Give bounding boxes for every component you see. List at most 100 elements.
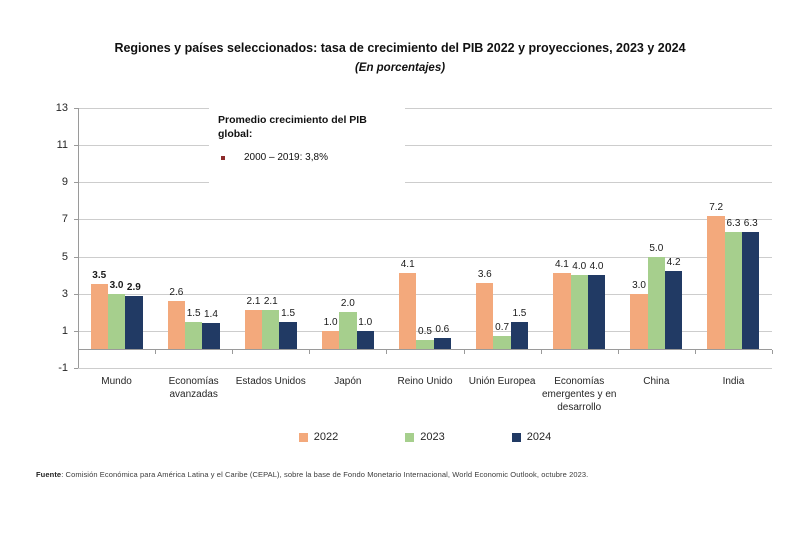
bar-value-label: 1.5 — [186, 307, 201, 319]
gridline-y1 — [78, 330, 772, 332]
y-axis-tick — [74, 145, 78, 147]
y-axis-label: 5 — [61, 250, 68, 263]
legend-label: 2024 — [526, 431, 552, 443]
x-axis-category-label: China — [643, 376, 670, 387]
bar-value-label: 2.6 — [169, 287, 184, 299]
y-axis-tick — [74, 330, 78, 332]
bar-value-label: 7.2 — [709, 201, 724, 213]
bar-2024-6 — [587, 275, 606, 350]
gridline-y11 — [78, 145, 772, 147]
bar-value-label: 2.0 — [340, 298, 355, 310]
y-axis-label: 13 — [55, 102, 68, 114]
x-axis-tick — [540, 350, 542, 355]
legend-swatch-icon — [511, 432, 521, 442]
bar-2024-1 — [202, 323, 220, 350]
y-axis-label: 1 — [61, 324, 68, 337]
bar-2023-6 — [570, 275, 588, 350]
bar-value-label: 2.9 — [126, 281, 141, 293]
y-axis-label: 11 — [56, 139, 68, 152]
bar-2022-4 — [399, 273, 417, 350]
y-axis-tick — [74, 182, 78, 184]
bar-2022-5 — [476, 282, 494, 350]
legend-swatch-icon — [298, 432, 308, 442]
bar-value-label: 2.1 — [246, 296, 261, 308]
bar-2022-7 — [630, 293, 648, 350]
bar-value-label: 1.5 — [512, 307, 527, 319]
bar-2024-3 — [356, 330, 374, 350]
x-axis-category-label: Estados Unidos — [235, 376, 306, 387]
x-axis-category-label: Economías emergentes y en desarrollo — [541, 376, 617, 413]
bar-value-label: 3.6 — [477, 268, 492, 280]
gridline-y3 — [78, 293, 772, 295]
gridline-y5 — [78, 256, 772, 258]
bar-value-label: 5.0 — [649, 242, 664, 254]
y-axis-line — [78, 108, 79, 368]
x-axis-tick — [155, 350, 157, 355]
bar-2023-5 — [493, 336, 511, 350]
bar-value-label: 3.0 — [632, 279, 646, 291]
x-axis-category-label: India — [722, 376, 745, 387]
bar-2024-8 — [742, 232, 760, 350]
bar-value-label: 4.1 — [400, 259, 415, 271]
legend-item-2023: 2023 — [405, 431, 445, 443]
chart-legend: 2022 2023 2024 — [78, 431, 772, 443]
annotation-bullet-text: 2000 – 2019: 3,8% — [244, 152, 328, 164]
bar-value-label: 6.3 — [743, 218, 758, 230]
bar-2023-3 — [339, 312, 357, 350]
bar-2023-4 — [416, 340, 434, 350]
y-axis-label: 9 — [61, 176, 68, 189]
annotation-bullet-row: 2000 – 2019: 3,8% — [218, 152, 397, 163]
bar-value-label: 4.0 — [572, 261, 587, 273]
bar-2023-0 — [107, 293, 126, 350]
x-axis-tick — [309, 350, 311, 355]
bar-2022-0 — [90, 284, 108, 350]
bar-value-label: 4.1 — [554, 259, 569, 271]
chart-title: Regiones y países seleccionados: tasa de… — [114, 41, 686, 55]
legend-label: 2022 — [313, 431, 339, 443]
y-axis-label: 3 — [61, 287, 68, 300]
y-axis-tick — [74, 108, 78, 109]
bar-2024-0 — [125, 295, 143, 350]
bar-value-label: 0.5 — [418, 326, 432, 338]
x-axis-category-label: Reino Unido — [397, 376, 453, 387]
x-axis-category-label: Economías avanzadas — [168, 376, 219, 400]
annotation-box: Promedio crecimiento del PIB global: 200… — [209, 108, 405, 194]
bar-value-label: 1.5 — [281, 307, 296, 319]
x-axis-tick — [463, 350, 465, 355]
bar-2023-8 — [724, 232, 743, 350]
x-axis-category-label: Japón — [334, 376, 362, 387]
bar-value-label: 0.6 — [435, 324, 450, 336]
bullet-square-icon — [221, 155, 225, 160]
bar-2022-3 — [321, 330, 340, 350]
annotation-title: Promedio crecimiento del PIB global: — [218, 114, 367, 141]
bar-2024-5 — [510, 321, 529, 350]
x-axis-tick — [694, 350, 696, 355]
x-axis-tick — [386, 350, 388, 355]
bar-value-label: 6.3 — [726, 218, 741, 230]
bar-2022-1 — [167, 301, 185, 350]
bar-2024-2 — [279, 321, 297, 350]
y-axis-label: -1 — [58, 362, 68, 374]
x-axis-category-label: Unión Europea — [468, 376, 536, 387]
gridline-y9 — [78, 182, 772, 184]
bar-2022-2 — [244, 310, 263, 350]
bar-value-label: 0.7 — [495, 322, 510, 334]
bar-2023-1 — [185, 321, 203, 350]
bar-2022-6 — [553, 273, 571, 350]
y-axis-tick — [74, 293, 78, 295]
bar-value-label: 3.0 — [109, 279, 124, 291]
y-axis-tick — [74, 368, 78, 369]
bar-value-label: 1.0 — [323, 316, 338, 328]
y-axis-tick — [74, 219, 78, 221]
x-axis-category-label: Mundo — [101, 376, 132, 387]
bar-2024-7 — [664, 271, 683, 350]
chart-subtitle: (En porcentajes) — [354, 62, 446, 74]
y-axis-label: 7 — [61, 213, 68, 226]
bar-value-label: 1.0 — [358, 316, 373, 328]
gridline-y13 — [78, 108, 772, 109]
gridline-y7 — [78, 219, 772, 221]
bar-value-label: 2.1 — [263, 296, 278, 308]
legend-item-2022: 2022 — [298, 431, 339, 443]
bar-value-label: 1.4 — [204, 309, 218, 321]
x-axis-tick — [772, 350, 773, 355]
